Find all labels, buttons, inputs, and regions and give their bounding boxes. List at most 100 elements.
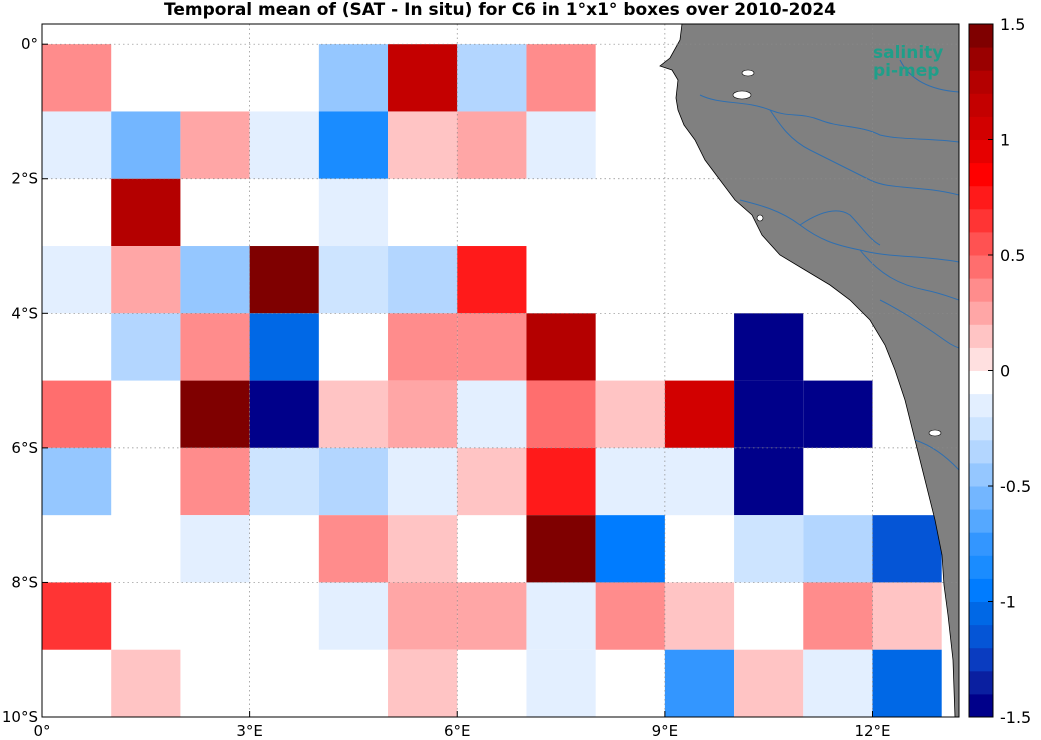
heatmap-cell xyxy=(526,111,596,179)
heatmap-cell xyxy=(111,649,181,717)
colorbar-tick-label: 0.5 xyxy=(1000,246,1025,265)
y-tick-label: 6°S xyxy=(11,439,38,457)
heatmap-cell xyxy=(457,111,527,179)
colorbar-segment xyxy=(969,509,993,533)
heatmap-cell xyxy=(318,447,389,516)
heatmap-cell xyxy=(388,649,458,717)
y-tick-label: 2°S xyxy=(11,170,38,188)
chart-title: Temporal mean of (SAT - In situ) for C6 … xyxy=(164,0,836,20)
colorbar-segment xyxy=(969,116,993,140)
heatmap-cell xyxy=(526,515,596,583)
colorbar-segment xyxy=(969,347,993,371)
colorbar-tick-label: 1 xyxy=(1000,131,1010,150)
colorbar-segment xyxy=(969,693,993,718)
heatmap-cell xyxy=(249,246,319,314)
heatmap-cell xyxy=(734,447,804,516)
heatmap-cell xyxy=(734,380,804,448)
heatmap-cell xyxy=(803,515,873,583)
colorbar-tick-label: -0.5 xyxy=(1000,477,1031,496)
river xyxy=(914,439,959,471)
colorbar-segment xyxy=(969,208,993,233)
land-mass xyxy=(659,24,959,717)
heatmap-cell xyxy=(42,582,112,650)
logo-text-line2: pi-mep xyxy=(873,61,939,81)
colorbar-tick-label: 0 xyxy=(1000,362,1010,381)
heatmap-cell xyxy=(388,515,458,583)
heatmap-cell xyxy=(872,649,942,717)
colorbar-segment xyxy=(969,532,993,556)
heatmap-cell xyxy=(457,447,527,516)
colorbar-segment xyxy=(969,162,993,187)
colorbar-segment xyxy=(969,93,993,117)
heatmap-cell xyxy=(457,313,527,381)
land-layer xyxy=(659,24,959,717)
colorbar-segment xyxy=(969,624,993,649)
heatmap-cell xyxy=(388,313,458,381)
heatmap-cell xyxy=(42,111,112,179)
x-tick-label: 3°E xyxy=(236,722,263,740)
lakes xyxy=(732,69,942,437)
heatmap-cell xyxy=(388,44,458,112)
heatmap-cell xyxy=(180,447,250,516)
heatmap-cell xyxy=(526,44,596,112)
heatmap-cell xyxy=(42,380,112,448)
x-tick-label: 9°E xyxy=(652,722,679,740)
heatmap-cell xyxy=(180,313,250,381)
y-tick-label: 0° xyxy=(21,35,38,53)
river xyxy=(899,59,959,93)
colorbar-segment xyxy=(969,139,993,164)
heatmap-cell xyxy=(388,582,458,650)
y-axis: 0° 2°S 4°S 6°S 8°S 10°S xyxy=(2,35,48,726)
heatmap-cell xyxy=(664,447,735,516)
colorbar-segment xyxy=(969,416,993,441)
heatmap-cell xyxy=(318,178,389,247)
colorbar-segment xyxy=(969,324,993,348)
heatmap-cell xyxy=(595,582,665,650)
colorbar-segment xyxy=(969,578,993,602)
lake xyxy=(928,429,942,437)
heatmap-cell xyxy=(42,447,112,516)
heatmap-cell xyxy=(318,380,389,448)
colorbar-segment xyxy=(969,486,993,510)
colorbar-tick-label: 1.5 xyxy=(1000,15,1025,34)
heatmap-cell xyxy=(249,313,319,381)
river xyxy=(699,94,959,143)
colorbar-tick-label: -1 xyxy=(1000,593,1016,612)
heatmap-cell xyxy=(872,515,942,583)
lake xyxy=(732,90,752,100)
heatmap-cell xyxy=(318,111,389,179)
colorbar-ticks: 1.5 1 0.5 0 -0.5 -1 -1.5 xyxy=(988,15,1031,727)
river xyxy=(769,109,959,196)
colorbar-segment xyxy=(969,439,993,464)
heatmap-cell xyxy=(664,582,735,650)
colorbar-segment xyxy=(969,278,993,302)
heatmap-cell xyxy=(388,246,458,314)
heatmap-cell xyxy=(318,246,389,314)
logo-text-line1: salinity xyxy=(873,43,943,63)
heatmap-cell xyxy=(318,515,389,583)
heatmap-cell xyxy=(803,582,873,650)
y-tick-label: 10°S xyxy=(2,708,38,726)
heatmap-cell xyxy=(595,380,665,448)
heatmap-cell xyxy=(249,111,319,179)
heatmap-cell xyxy=(388,111,458,179)
heatmap-cell xyxy=(180,515,250,583)
lake xyxy=(756,214,764,222)
heatmap-cell xyxy=(249,380,319,448)
heatmap-cell xyxy=(457,582,527,650)
heatmap-cell xyxy=(457,380,527,448)
heatmap-cell xyxy=(111,111,181,179)
heatmap-cell xyxy=(526,313,596,381)
heatmap-cell xyxy=(42,44,112,112)
heatmap-cell xyxy=(664,649,735,717)
colorbar-segment xyxy=(969,185,993,210)
heatmap-cell xyxy=(734,515,804,583)
colorbar-segment xyxy=(969,47,993,71)
heatmap-cell xyxy=(803,380,873,448)
heatmap-cell xyxy=(42,246,112,314)
colorbar-segment xyxy=(969,670,993,695)
x-tick-label: 12°E xyxy=(854,722,890,740)
heatmap-cell xyxy=(595,447,665,516)
colorbar-segment xyxy=(969,462,993,487)
